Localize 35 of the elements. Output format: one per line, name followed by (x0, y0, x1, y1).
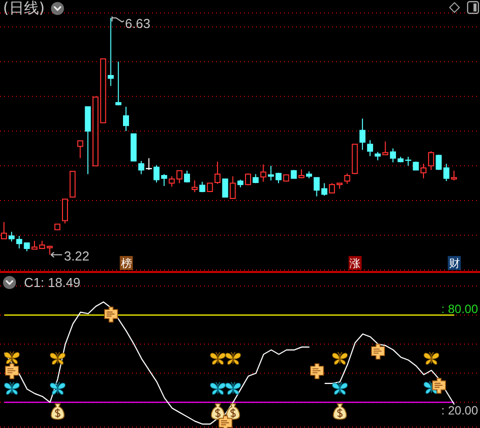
candlestick (436, 154, 442, 170)
annotation: 涨 (350, 256, 361, 270)
candlestick (192, 180, 198, 193)
candlestick (62, 198, 68, 224)
candlestick (344, 172, 350, 184)
chart-title: (日线) (3, 0, 45, 17)
candlestick (443, 163, 450, 182)
candlestick (115, 61, 122, 106)
candlestick (321, 182, 328, 196)
candlestick (298, 168, 304, 179)
ref-line-label: : 20.00 (441, 403, 478, 418)
annotation: C1: 18.49 (24, 275, 80, 290)
candlestick (314, 177, 320, 197)
candlestick (420, 163, 426, 179)
candlestick (230, 176, 236, 199)
candlestick (16, 235, 22, 249)
candlestick (367, 140, 374, 157)
candlestick (390, 148, 396, 163)
candlestick (184, 170, 190, 183)
candlestick (382, 141, 388, 156)
candlestick (8, 231, 15, 242)
annotation: 6.63 (125, 15, 150, 30)
candlestick (138, 160, 144, 175)
candlestick (260, 164, 266, 182)
candlestick (450, 170, 457, 181)
annotation: 榜 (120, 256, 132, 270)
annotation: 3.22 (64, 248, 90, 264)
annotation: 财 (448, 256, 460, 270)
candlestick (359, 118, 366, 150)
candlestick (108, 17, 114, 86)
candlestick (77, 140, 84, 159)
candlestick (222, 178, 228, 198)
candlestick (123, 106, 129, 132)
ref-line-label: : 80.00 (441, 302, 478, 316)
candlestick (428, 150, 434, 170)
